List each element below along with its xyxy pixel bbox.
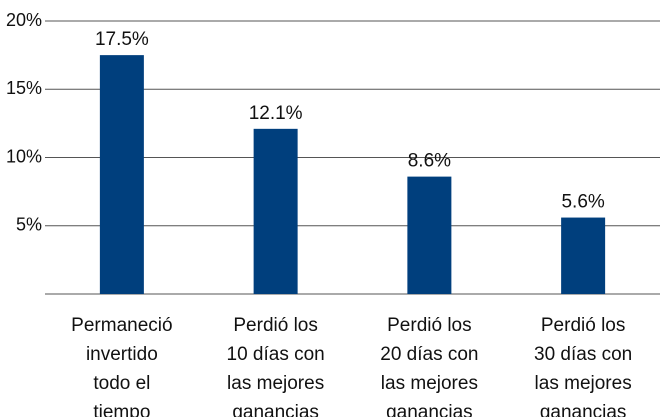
bar — [407, 176, 452, 294]
bar — [253, 128, 298, 294]
x-tick-label: Perdió los — [541, 315, 626, 336]
x-tick-label: 20 días con — [380, 344, 478, 365]
x-tick-label: ganancias — [540, 402, 627, 417]
value-label: 12.1% — [249, 103, 303, 124]
x-tick-label: ganancias — [386, 402, 473, 417]
x-tick-label: Permaneció — [71, 315, 172, 336]
value-label: 5.6% — [561, 192, 604, 213]
x-tick-label: ganancias — [232, 402, 319, 417]
y-tick-label: 20% — [6, 10, 42, 30]
x-tick-label: Perdió los — [387, 315, 472, 336]
y-tick-label: 15% — [6, 78, 42, 98]
x-tick-label: tiempo — [93, 402, 150, 417]
x-tick-label: Perdió los — [233, 315, 318, 336]
x-tick-label: las mejores — [227, 373, 324, 394]
x-tick-label: todo el — [93, 373, 150, 394]
x-tick-label: 30 días con — [534, 344, 632, 365]
x-tick-label: invertido — [86, 344, 158, 365]
bar — [99, 55, 144, 294]
y-tick-label: 10% — [6, 146, 42, 166]
bar — [561, 217, 606, 294]
value-label: 17.5% — [95, 29, 149, 50]
x-tick-label: 10 días con — [227, 344, 325, 365]
x-tick-label: las mejores — [535, 373, 632, 394]
y-tick-label: 5% — [16, 215, 42, 235]
x-tick-label: las mejores — [381, 373, 478, 394]
value-label: 8.6% — [408, 151, 451, 172]
